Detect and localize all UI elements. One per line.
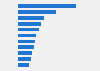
Bar bbox=[18, 10, 56, 14]
Bar bbox=[18, 45, 34, 49]
Bar bbox=[18, 57, 31, 61]
Bar bbox=[18, 4, 76, 8]
Bar bbox=[18, 16, 44, 20]
Bar bbox=[18, 39, 35, 43]
Bar bbox=[18, 63, 29, 67]
Bar bbox=[18, 34, 36, 37]
Bar bbox=[18, 51, 32, 55]
Bar bbox=[18, 22, 41, 26]
Bar bbox=[18, 28, 39, 32]
